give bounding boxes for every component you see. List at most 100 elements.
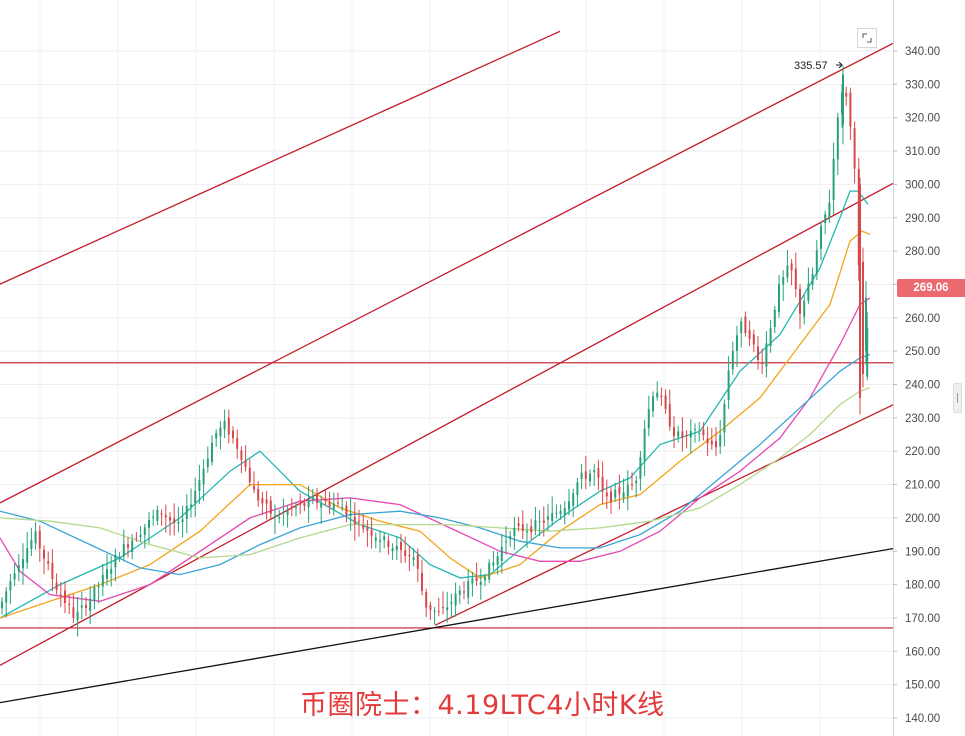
y-axis-tick-label: 250.00: [905, 346, 940, 358]
candle-body: [706, 438, 709, 444]
candle-body: [387, 540, 390, 548]
candle-body: [563, 508, 566, 515]
y-axis-tick-label: 170.00: [905, 613, 940, 625]
candle-body: [496, 556, 499, 565]
y-axis-tick-label: 280.00: [905, 246, 940, 258]
candle-body: [488, 562, 491, 580]
candle-body: [815, 250, 818, 275]
channel-middle-line: [0, 182, 894, 666]
grid: [0, 0, 894, 736]
candle-body: [278, 517, 281, 519]
y-axis-tick-label: 210.00: [905, 480, 940, 492]
candle-body: [295, 506, 297, 508]
candle-body: [547, 516, 549, 520]
candle-body: [769, 328, 772, 347]
candle-body: [710, 440, 713, 445]
y-axis-tick-label: 140.00: [905, 713, 940, 725]
candle-body: [757, 346, 759, 360]
candle-body: [799, 289, 801, 314]
y-axis-tick-label: 300.00: [905, 179, 940, 191]
candle-body: [664, 395, 667, 409]
y-axis-tick-label: 180.00: [905, 580, 940, 592]
candle-body: [265, 499, 268, 504]
candle-body: [412, 557, 415, 561]
candle-body: [299, 503, 302, 505]
price-axis[interactable]: 340.00 330.00 320.00 310.00 300.00 290.00 280.…: [893, 46, 940, 725]
y-axis-tick-label: 260.00: [905, 313, 940, 325]
candle-body: [17, 565, 20, 572]
candle-body: [467, 581, 470, 598]
candle-body: [303, 502, 306, 506]
candle-body: [47, 561, 50, 564]
candle-body: [51, 562, 54, 580]
candle-body: [656, 392, 659, 398]
candle-body: [689, 430, 692, 438]
candle-body: [446, 607, 449, 611]
candle-body: [408, 554, 411, 557]
candle-body: [131, 540, 134, 553]
candle-body: [811, 274, 814, 285]
candle-body: [698, 433, 701, 435]
candle-body: [13, 573, 16, 580]
candle-body: [421, 573, 423, 592]
candle-body: [433, 610, 436, 612]
candle-body: [345, 505, 348, 515]
candle-body: [736, 335, 738, 352]
scroll-handle[interactable]: [953, 383, 962, 413]
candle-body: [391, 548, 394, 551]
candle-body: [1, 602, 3, 609]
candle-body: [454, 593, 457, 606]
y-axis-tick-label: 290.00: [905, 213, 940, 225]
candle-body: [842, 74, 844, 125]
candle-body: [93, 587, 96, 602]
arrow-right-icon: [836, 61, 843, 69]
fullscreen-button[interactable]: [857, 28, 877, 48]
candle-body: [605, 492, 608, 497]
candle-body: [286, 510, 289, 515]
candle-body: [148, 519, 150, 528]
candle-body: [584, 471, 587, 479]
candle-body: [677, 431, 680, 437]
candle-body: [824, 214, 827, 224]
y-axis-tick-label: 320.00: [905, 113, 940, 125]
candle-body: [551, 513, 554, 521]
candle-body: [320, 503, 323, 508]
candle-body: [668, 404, 671, 427]
candle-body: [639, 457, 642, 480]
candle-body: [198, 479, 201, 491]
candle-body: [143, 527, 146, 535]
candle-body: [479, 581, 482, 585]
candle-body: [509, 536, 512, 540]
y-axis-tick-label: 310.00: [905, 146, 940, 158]
candle-body: [311, 498, 314, 500]
candle-body: [559, 510, 562, 515]
candle-body: [257, 489, 260, 501]
candle-body: [190, 504, 192, 507]
candle-body: [450, 602, 453, 604]
candle-body: [572, 493, 575, 506]
candle-body: [185, 505, 188, 519]
candle-body: [853, 128, 856, 169]
candle-body: [400, 542, 402, 550]
candle-body: [568, 501, 570, 510]
channel-upper-1-line: [0, 30, 561, 285]
channel-upper-2-line: [0, 42, 894, 504]
candle-body: [492, 562, 495, 566]
candle-body: [685, 434, 688, 436]
candle-body: [534, 520, 537, 530]
candle-body: [80, 605, 83, 608]
y-axis-tick-label: 240.00: [905, 380, 940, 392]
candle-body: [358, 520, 360, 522]
last-price-value: 269.06: [913, 282, 949, 294]
candle-body: [76, 611, 79, 621]
candle-body: [353, 516, 356, 525]
candle-body: [89, 598, 92, 611]
candle-body: [647, 409, 650, 429]
candle-body: [660, 395, 663, 398]
candle-body: [635, 480, 638, 484]
peak-price-label: 335.57: [794, 60, 828, 72]
candle-body: [202, 468, 205, 485]
y-axis-tick-label: 150.00: [905, 680, 940, 692]
